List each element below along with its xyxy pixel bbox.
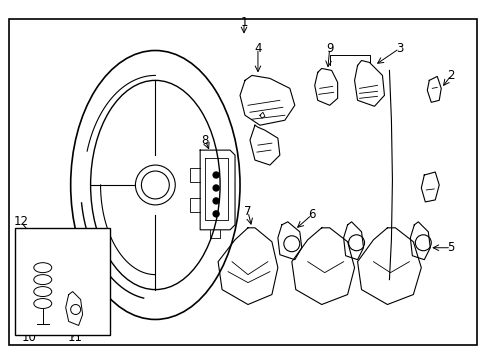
Text: 11: 11	[68, 331, 83, 344]
Text: 9: 9	[325, 42, 333, 55]
Circle shape	[213, 198, 219, 204]
Circle shape	[213, 172, 219, 178]
Text: 2: 2	[447, 69, 454, 82]
Text: 7: 7	[244, 205, 251, 219]
Text: 5: 5	[447, 241, 454, 254]
Circle shape	[213, 185, 219, 191]
Text: 12: 12	[13, 215, 28, 228]
Text: 3: 3	[395, 42, 402, 55]
Text: 6: 6	[307, 208, 315, 221]
Text: 4: 4	[254, 42, 261, 55]
Text: 1: 1	[240, 16, 247, 29]
Bar	[15, 228, 109, 336]
Text: 8: 8	[201, 134, 208, 147]
Circle shape	[213, 211, 219, 217]
Text: 10: 10	[21, 331, 36, 344]
Circle shape	[135, 165, 175, 205]
